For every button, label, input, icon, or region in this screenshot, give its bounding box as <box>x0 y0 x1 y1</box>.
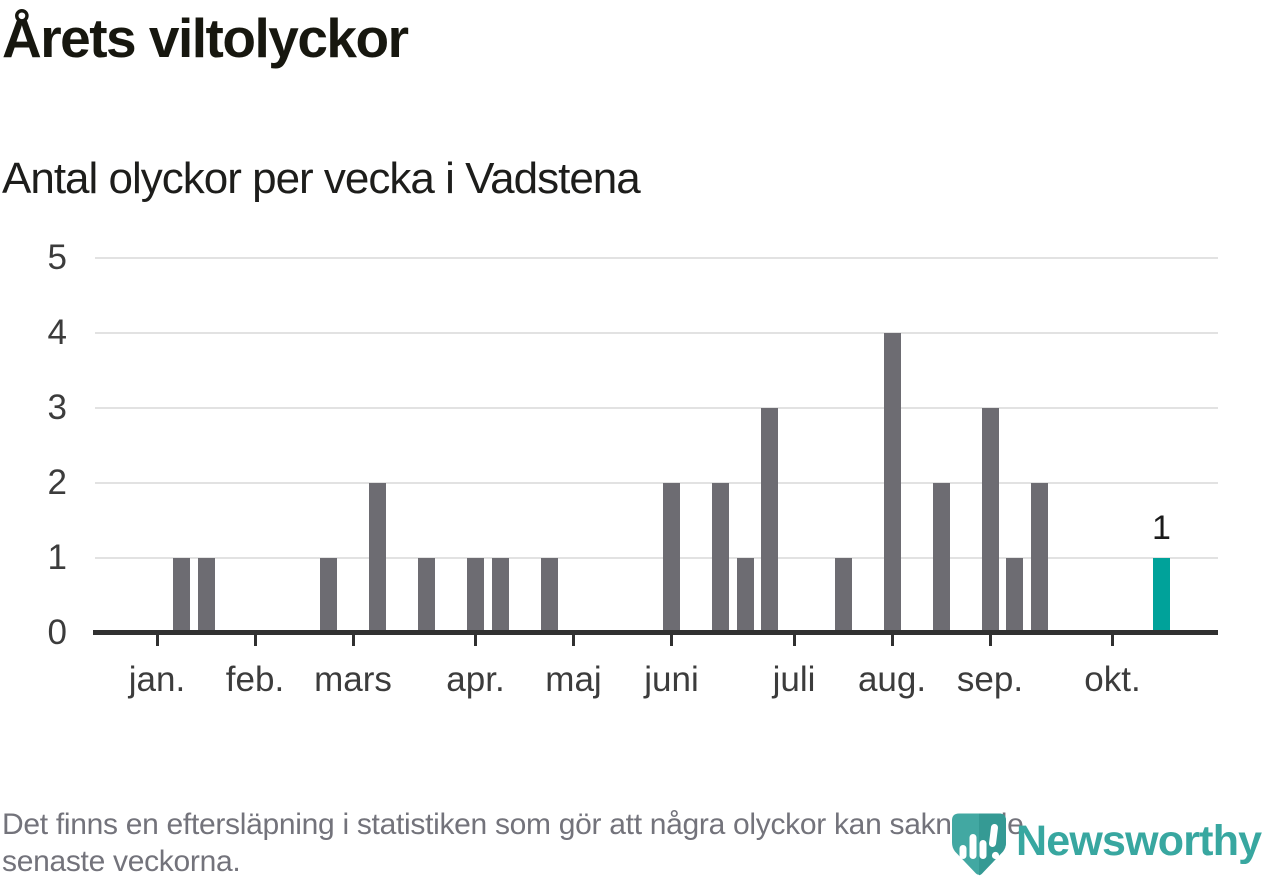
month-label-maj: maj <box>545 660 602 699</box>
month-label-sep: sep. <box>956 660 1024 699</box>
bar-week-22 <box>663 483 680 633</box>
gridline-y1 <box>95 557 1218 559</box>
y-axis-label-3: 3 <box>47 388 67 427</box>
gridline-y3 <box>95 407 1218 409</box>
bar-week-26 <box>761 408 778 633</box>
bar-week-17 <box>540 558 558 633</box>
page-title: Årets viltolyckor <box>2 7 409 69</box>
footer-note-line1: Det finns en eftersläpning i statistiken… <box>2 808 1024 841</box>
bar-week-35 <box>981 408 999 633</box>
bar-week-37 <box>1030 483 1048 633</box>
bar-value-label: 1 <box>1152 509 1171 547</box>
gridline-y5 <box>95 257 1218 259</box>
x-tick-maj <box>572 635 575 646</box>
footer-note: Det finns en eftersläpning i statistiken… <box>2 806 1024 879</box>
x-tick-mars <box>351 635 355 646</box>
month-label-apr: apr. <box>446 660 505 699</box>
bar-week-3 <box>197 558 215 633</box>
y-axis-label-2: 2 <box>47 463 67 502</box>
x-tick-okt <box>1111 635 1114 646</box>
x-tick-aug <box>890 635 894 646</box>
y-axis-label-1: 1 <box>47 538 67 577</box>
y-axis-label-0: 0 <box>47 613 67 652</box>
bar-week-8 <box>320 558 337 633</box>
x-tick-jan <box>155 635 159 646</box>
bar-week-25 <box>736 558 754 633</box>
month-label-feb: feb. <box>225 660 285 699</box>
x-tick-sep <box>988 635 992 646</box>
bar-week-24 <box>712 483 729 633</box>
month-label-jan: jan. <box>128 660 186 699</box>
bar-week-12 <box>418 558 435 633</box>
x-tick-juli <box>792 635 796 646</box>
bar-week-29 <box>834 558 852 633</box>
newsworthy-logo: Newsworthy <box>950 811 1262 878</box>
x-axis-line <box>93 630 1218 635</box>
gridline-y2 <box>95 482 1218 484</box>
bar-week-10 <box>369 483 386 633</box>
bar-week-14 <box>467 558 484 633</box>
gridline-y4 <box>95 332 1218 334</box>
bar-week-33 <box>932 483 950 633</box>
x-tick-feb <box>253 635 257 646</box>
month-label-juli: juli <box>772 660 816 699</box>
newsworthy-logo-text: Newsworthy <box>1016 817 1262 865</box>
highlight-bar-week-42 <box>1153 558 1170 633</box>
month-label-okt: okt. <box>1084 660 1141 699</box>
x-tick-juni <box>670 635 673 646</box>
newsworthy-badge-icon <box>952 813 1006 876</box>
footer-note-line2: senaste veckorna. <box>2 845 241 878</box>
month-label-juni: juni <box>644 660 699 699</box>
bar-week-2 <box>173 558 190 633</box>
x-tick-apr <box>474 635 477 646</box>
chart-subtitle: Antal olyckor per vecka i Vadstena <box>2 154 641 203</box>
bar-week-36 <box>1006 558 1023 633</box>
bar-week-31 <box>883 333 901 633</box>
y-axis-label-5: 5 <box>47 238 67 277</box>
month-label-mars: mars <box>314 660 392 699</box>
bar-week-15 <box>491 558 509 633</box>
y-axis-label-4: 4 <box>47 313 67 352</box>
month-label-aug: aug. <box>857 660 927 699</box>
